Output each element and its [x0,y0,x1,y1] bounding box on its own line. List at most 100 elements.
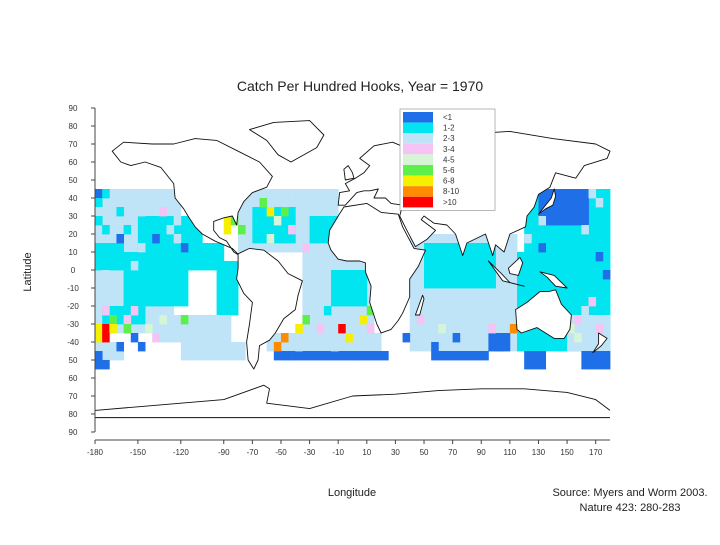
heatmap-region-cell [445,252,454,262]
heatmap-region-cell [574,216,582,226]
heatmap-region-cell [209,243,217,253]
heatmap-cell [166,225,175,235]
heatmap-region-cell [438,351,446,361]
heatmap-region-cell [352,315,361,325]
heatmap-cell [102,225,110,235]
heatmap-region-cell [345,297,353,307]
heatmap-region-cell [309,207,318,217]
heatmap-region-cell [581,360,589,370]
chart-title: Catch Per Hundred Hooks, Year = 1970 [236,78,484,94]
heatmap-region-cell [223,306,232,316]
heatmap-region-cell [574,297,582,307]
heatmap-region-cell [488,342,496,352]
heatmap-region-cell [345,324,353,334]
heatmap-region-cell [216,270,225,280]
heatmap-region-cell [259,225,268,235]
heatmap-region-cell [581,252,589,262]
heatmap-region-cell [209,315,217,325]
heatmap-region-cell [474,279,482,289]
heatmap-region-cell [559,189,568,199]
heatmap-region-cell [316,297,325,307]
heatmap-region-cell [409,270,418,280]
heatmap-region-cell [474,288,482,298]
heatmap-region-cell [574,189,582,199]
heatmap-region-cell [245,225,253,235]
x-tick-label: 70 [448,448,457,457]
heatmap-region-cell [438,270,446,280]
heatmap-region-cell [130,324,139,334]
heatmap-cell [95,297,103,307]
heatmap-region-cell [302,288,310,298]
heatmap-region-cell [116,252,125,262]
heatmap-region-cell [195,351,203,361]
heatmap-region-cell [581,297,589,307]
heatmap-region-cell [302,198,310,208]
heatmap-cell [280,207,289,217]
heatmap-region-cell [137,189,146,199]
heatmap-cell [159,315,167,325]
heatmap-region-cell [195,333,203,343]
heatmap-region-cell [302,216,310,226]
heatmap-region-cell [152,306,160,316]
heatmap-region-cell [588,198,597,208]
heatmap-region-cell [295,216,303,226]
heatmap-region-cell [295,225,303,235]
heatmap-region-cell [338,306,346,316]
heatmap-region-cell [495,279,504,289]
heatmap-region-cell [452,261,461,271]
heatmap-cell [438,324,446,334]
heatmap-cell [152,333,160,343]
heatmap-region-cell [445,306,454,316]
heatmap-region-cell [302,351,310,361]
heatmap-region-cell [316,216,325,226]
heatmap-region-cell [187,225,196,235]
heatmap-region-cell [538,261,547,271]
heatmap-region-cell [323,243,332,253]
heatmap-region-cell [588,207,597,217]
heatmap-cell [123,225,132,235]
heatmap-region-cell [187,342,196,352]
heatmap-region-cell [359,333,368,343]
heatmap-cell [316,324,325,334]
heatmap-region-cell [474,351,482,361]
heatmap-region-cell [602,342,611,352]
heatmap-region-cell [273,189,282,199]
heatmap-region-cell [602,315,611,325]
heatmap-region-cell [438,306,446,316]
heatmap-region-cell [180,270,189,280]
heatmap-region-cell [130,243,139,253]
heatmap-region-cell [524,225,532,235]
legend-label: <1 [443,113,453,122]
heatmap-region-cell [474,297,482,307]
heatmap-region-cell [459,333,468,343]
heatmap-region-cell [288,342,296,352]
heatmap-region-cell [481,306,489,316]
heatmap-region-cell [466,351,475,361]
heatmap-region-cell [202,333,210,343]
heatmap-cell [416,315,425,325]
heatmap-region-cell [445,234,454,244]
continent-south-america [236,247,303,370]
heatmap-cell [130,198,139,208]
heatmap-region-cell [130,252,139,262]
heatmap-region-cell [588,216,597,226]
heatmap-region-cell [567,297,575,307]
heatmap-region-cell [152,243,160,253]
heatmap-region-cell [123,297,132,307]
heatmap-region-cell [209,261,217,271]
heatmap-region-cell [145,306,153,316]
heatmap-region-cell [216,333,225,343]
heatmap-region-cell [488,252,496,262]
heatmap-region-cell [109,252,117,262]
heatmap-region-cell [445,261,454,271]
heatmap-region-cell [602,261,611,271]
heatmap-region-cell [316,351,325,361]
heatmap-region-cell [567,333,575,343]
heatmap-cell [331,342,339,352]
heatmap-region-cell [431,297,439,307]
heatmap-region-cell [431,288,439,298]
heatmap-region-cell [266,189,275,199]
heatmap-region-cell [366,342,375,352]
heatmap-region-cell [152,261,160,271]
